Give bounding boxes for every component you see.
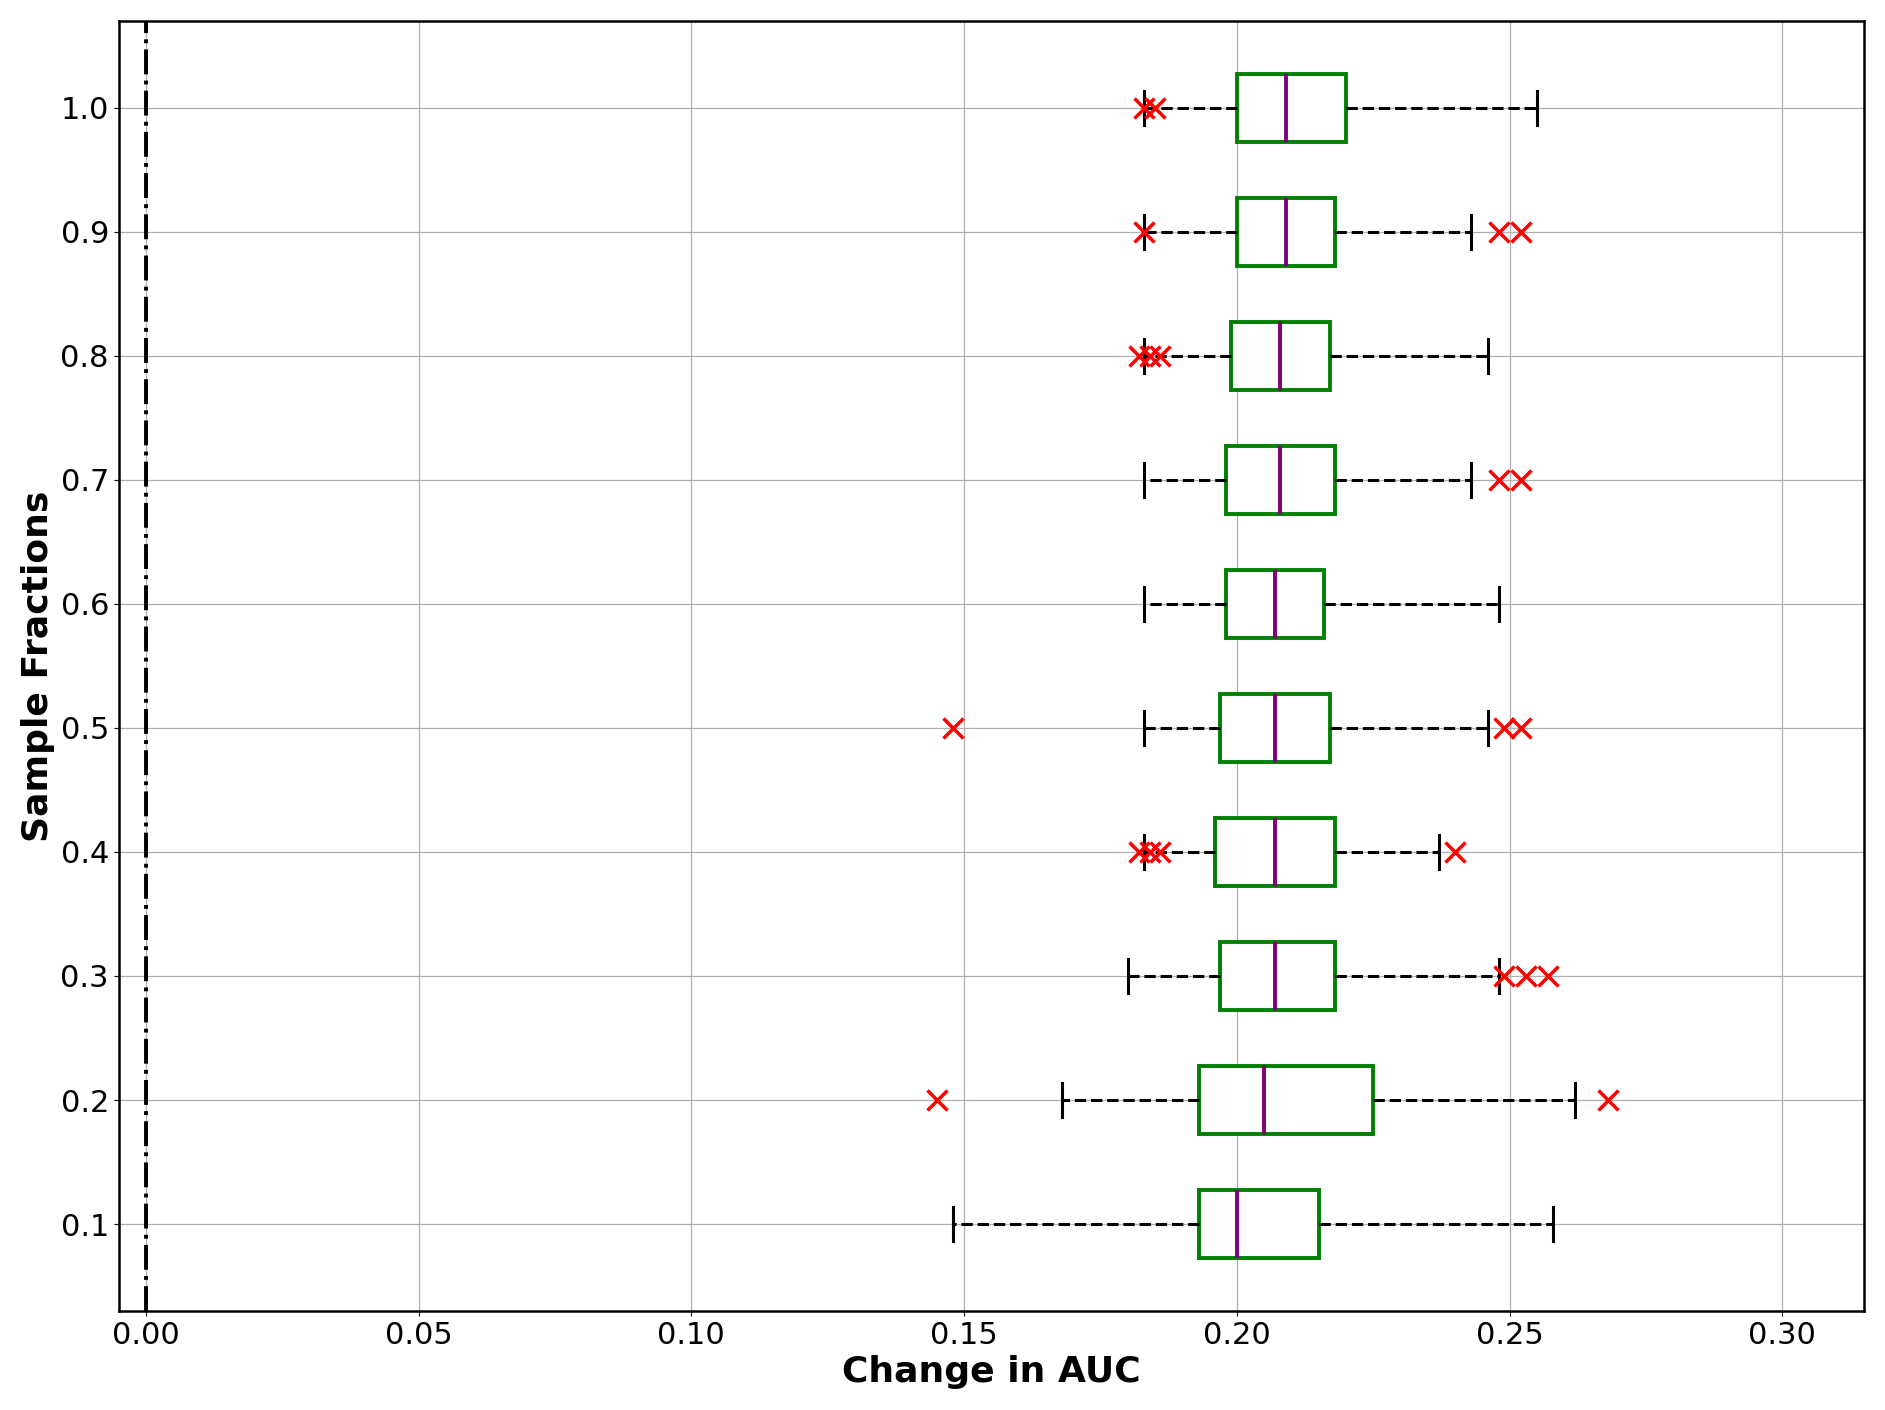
Y-axis label: Sample Fractions: Sample Fractions [21, 491, 55, 842]
PathPatch shape [1225, 570, 1323, 637]
PathPatch shape [1199, 1190, 1320, 1258]
X-axis label: Change in AUC: Change in AUC [843, 1355, 1140, 1389]
PathPatch shape [1237, 73, 1346, 142]
PathPatch shape [1225, 446, 1335, 513]
PathPatch shape [1231, 321, 1329, 389]
PathPatch shape [1237, 197, 1335, 266]
PathPatch shape [1220, 694, 1329, 761]
PathPatch shape [1199, 1066, 1374, 1134]
PathPatch shape [1220, 942, 1335, 1010]
PathPatch shape [1216, 818, 1335, 885]
